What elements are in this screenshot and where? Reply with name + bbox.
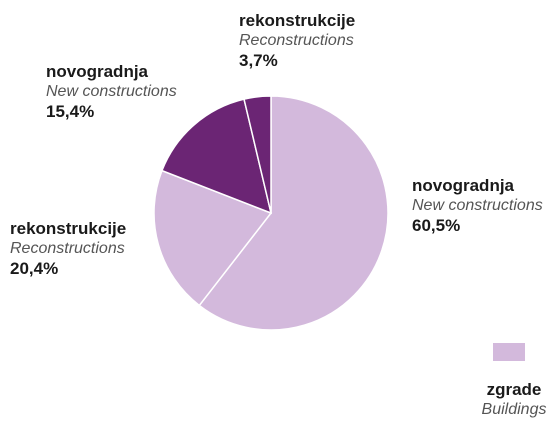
slice-percent: 3,7%	[239, 50, 278, 70]
slice-label-hr: rekonstrukcije	[10, 219, 127, 238]
legend-text: zgrade Buildings	[469, 380, 555, 420]
slice-percent: 20,4%	[10, 258, 59, 278]
slice-percent: 60,5%	[412, 215, 461, 235]
pie-slice-2	[160, 98, 273, 215]
pie-slice-3	[243, 95, 272, 214]
label-new-constructions-buildings: novogradnja New constructions 60,5%	[412, 176, 543, 236]
legend-label-hr: zgrade	[486, 380, 542, 399]
slice-label-hr: novogradnja	[46, 62, 149, 81]
slice-label-en: Reconstructions	[10, 240, 125, 258]
slice-label-en: New constructions	[46, 83, 177, 101]
label-reconstructions-other: rekonstrukcije Reconstructions 3,7%	[239, 11, 355, 71]
legend-swatch	[493, 343, 525, 361]
label-reconstructions-buildings: rekonstrukcije Reconstructions 20,4%	[10, 219, 126, 279]
slice-label-hr: rekonstrukcije	[239, 11, 356, 30]
pie-slice-0	[198, 95, 389, 331]
slice-percent: 15,4%	[46, 101, 95, 121]
slice-label-en: Reconstructions	[239, 32, 354, 50]
slice-label-en: New constructions	[412, 197, 543, 215]
legend-label-en: Buildings	[481, 401, 547, 419]
label-new-constructions-other: novogradnja New constructions 15,4%	[46, 62, 177, 122]
pie-slice-1	[153, 169, 273, 307]
slice-label-hr: novogradnja	[412, 176, 515, 195]
